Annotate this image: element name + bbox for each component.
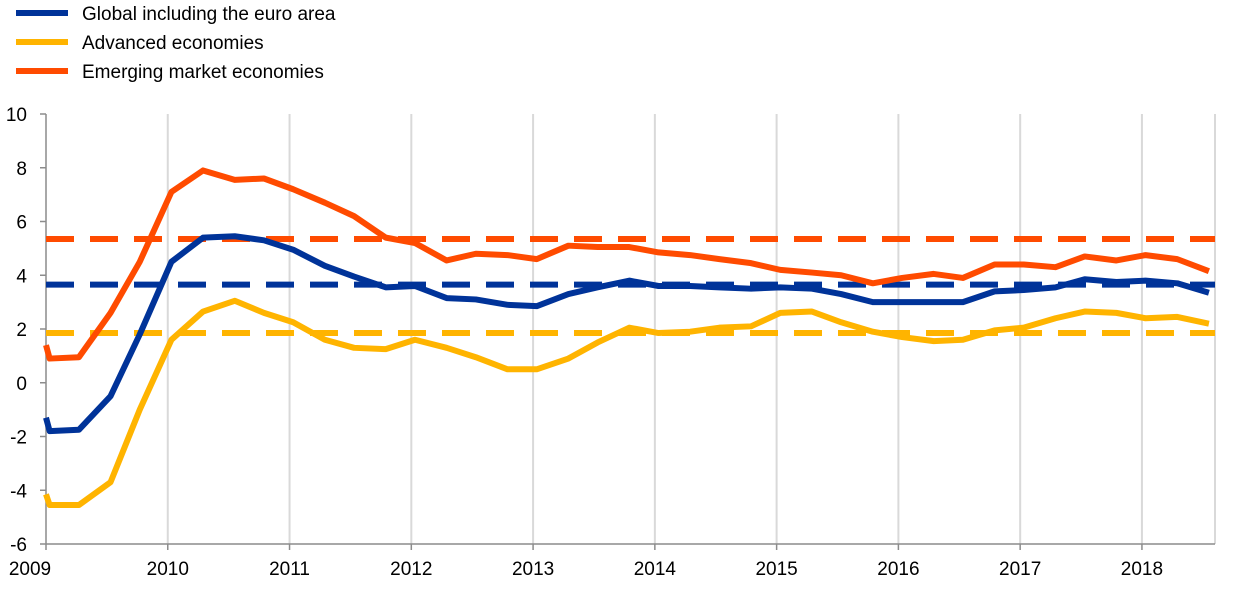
x-tick-label: 2015 (755, 559, 797, 580)
y-tick-label: -4 (10, 481, 27, 502)
y-tick-label: 6 (16, 213, 27, 234)
x-tick-label: 2010 (147, 559, 189, 580)
y-tick-label: 8 (16, 159, 27, 180)
y-tick-label: 10 (6, 105, 27, 126)
series-line-global-including-the-euro-area (43, 233, 1210, 435)
x-tick-label: 2012 (390, 559, 432, 580)
x-tick-labels: 2009 2010 2011 2012 2013 2014 2015 2016 2017 2018 (9, 559, 1163, 580)
legend: Global including the euro area Advanced e… (16, 4, 336, 83)
x-tick-label: 2017 (999, 559, 1041, 580)
series-line-emerging-market-economies (43, 167, 1210, 362)
series-lines (43, 167, 1210, 509)
grid (166, 114, 1216, 544)
y-tick-label: -2 (10, 428, 27, 449)
x-tick-label: 2013 (512, 559, 554, 580)
x-tick-label: 2011 (269, 559, 310, 580)
x-tick-label: 2009 (9, 559, 51, 580)
legend-label-advanced-economies: Advanced economies (82, 33, 264, 54)
axes (40, 113, 1215, 550)
y-tick-labels: -6 -4 -2 0 2 4 6 8 10 (6, 105, 28, 556)
x-tick-label: 2018 (1121, 559, 1163, 580)
y-tick-label: 4 (16, 266, 27, 287)
series-line-advanced-economies (43, 297, 1210, 509)
x-tick-label: 2016 (877, 559, 919, 580)
y-tick-label: -6 (10, 535, 27, 556)
legend-label-emerging-market-economies: Emerging market economies (82, 62, 324, 83)
x-tick-label: 2014 (634, 559, 677, 580)
legend-label-global-including-the-euro-area: Global including the euro area (82, 4, 336, 25)
y-tick-label: 2 (16, 320, 27, 341)
y-tick-label: 0 (16, 374, 27, 395)
